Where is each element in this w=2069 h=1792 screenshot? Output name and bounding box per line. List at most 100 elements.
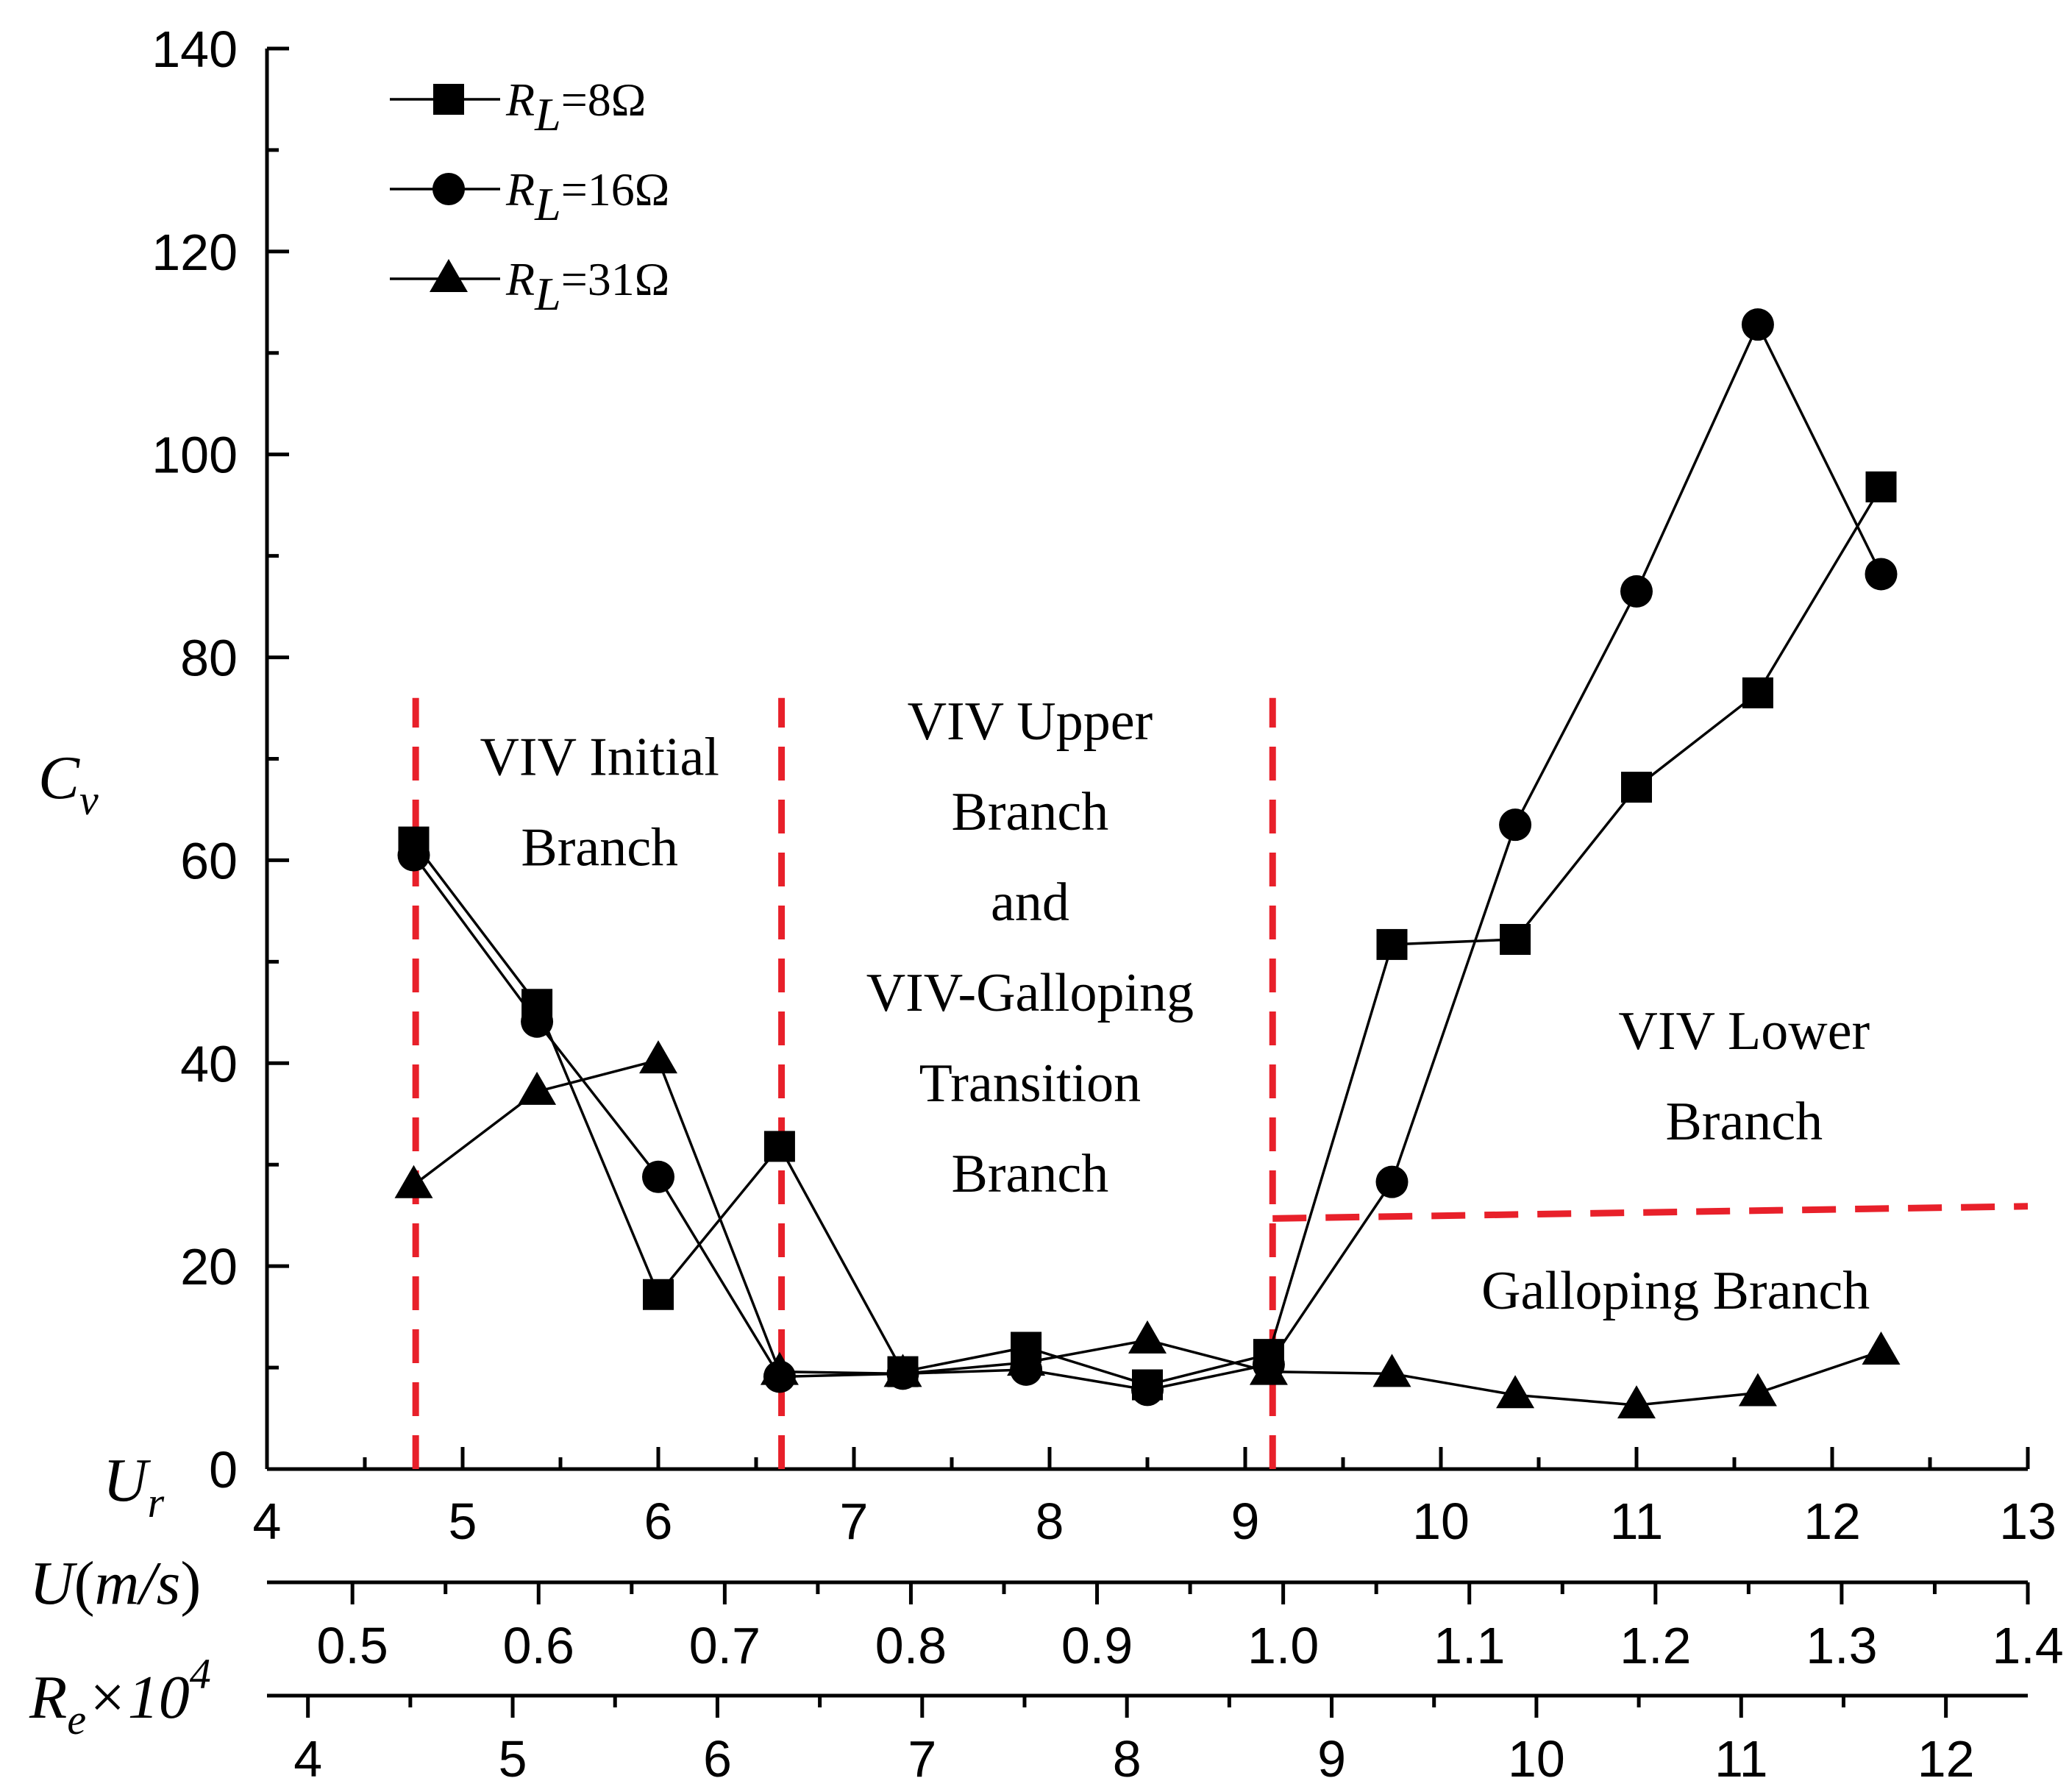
data-point-triangle (1249, 1351, 1288, 1385)
x-ur-tick-label: 8 (1036, 1493, 1064, 1550)
data-point-triangle (1007, 1343, 1046, 1376)
x-reynolds-tick-label: 5 (499, 1730, 527, 1788)
data-point-triangle (518, 1071, 557, 1105)
annotation-line: and (991, 872, 1069, 933)
data-point-triangle (1862, 1331, 1901, 1365)
data-point-square (1621, 772, 1652, 803)
x-axis-ur-label: Ur (103, 1446, 165, 1526)
legend-label: RL=8Ω (505, 74, 646, 141)
x-reynolds-tick-label: 9 (1317, 1730, 1346, 1788)
data-point-circle (1499, 808, 1532, 842)
legend-item: RL=8Ω (390, 74, 646, 141)
data-point-circle (397, 839, 430, 872)
data-point-circle (521, 1005, 554, 1038)
x-reynolds-tick-label: 8 (1113, 1730, 1142, 1788)
x-ur-tick-label: 12 (1803, 1493, 1861, 1550)
data-point-triangle (1128, 1320, 1167, 1354)
data-point-circle (1865, 558, 1898, 591)
legend-label: RL=16Ω (505, 163, 669, 230)
data-point-circle (1375, 1165, 1409, 1198)
annotation-layer: VIV Initial Branch VIV Upper Branch and VIV-G… (480, 691, 1870, 1321)
branch-divider-sloped (1272, 1203, 2029, 1222)
x-velocity-tick-label: 1.3 (1806, 1617, 1877, 1674)
x-velocity-tick-label: 1.0 (1247, 1617, 1319, 1674)
data-point-square (1865, 471, 1897, 502)
x-reynolds-tick-label: 4 (293, 1730, 322, 1788)
data-point-square (1742, 677, 1773, 708)
legend-marker-triangle (430, 259, 468, 292)
data-point-square (1500, 924, 1531, 956)
x-reynolds-tick-label: 7 (908, 1730, 936, 1788)
x-reynolds-tick-label: 10 (1508, 1730, 1565, 1788)
annotation-line: VIV Initial (480, 727, 719, 787)
branch-annotation: VIV Initial Branch (480, 727, 719, 878)
axes-layer: 0 20 40 60 80 100 120 140 Cv 4 5 6 7 8 9 10 11 12 13 Ur 0.5 0… (29, 21, 2064, 1788)
annotation-line: Branch (521, 817, 678, 878)
x-reynolds-tick-label: 12 (1917, 1730, 1975, 1788)
series-triangle (394, 1040, 1901, 1419)
branch-annotation: VIV Lower Branch (1618, 1001, 1870, 1152)
branch-divider-layer (412, 697, 2029, 1469)
x-velocity-tick-label: 0.6 (503, 1617, 574, 1674)
branch-annotation: Galloping Branch (1481, 1261, 1870, 1321)
x-ur-tick-label: 11 (1610, 1493, 1664, 1550)
annotation-line: VIV Lower (1618, 1001, 1870, 1062)
x-ur-tick-label: 7 (840, 1493, 869, 1550)
x-velocity-tick-label: 1.1 (1434, 1617, 1505, 1674)
branch-annotation: VIV Upper Branch and VIV-Galloping Transitio… (866, 691, 1194, 1204)
y-tick-label: 20 (180, 1238, 238, 1295)
legend: RL=8Ω RL=16Ω RL=31Ω (390, 74, 669, 320)
data-point-triangle (639, 1040, 677, 1074)
data-point-triangle (1738, 1373, 1777, 1407)
x-ur-tick-label: 4 (253, 1493, 282, 1550)
x-reynolds-tick-label: 11 (1714, 1730, 1768, 1788)
x-reynolds-tick-label: 6 (703, 1730, 732, 1788)
data-point-triangle (883, 1354, 922, 1387)
y-tick-label: 140 (152, 21, 238, 78)
x-velocity-tick-label: 0.5 (317, 1617, 388, 1674)
x-axis-velocity-label: U(m/s) (29, 1549, 201, 1618)
legend-marker-circle (432, 173, 465, 205)
legend-label: RL=31Ω (505, 253, 669, 320)
y-axis-label: Cv (38, 744, 99, 824)
data-point-circle (1131, 1373, 1164, 1407)
x-ur-tick-label: 6 (644, 1493, 673, 1550)
y-tick-label: 60 (180, 832, 238, 889)
annotation-line: Branch (952, 782, 1109, 842)
x-ur-tick-label: 5 (449, 1493, 477, 1550)
y-tick-label: 80 (180, 630, 238, 687)
x-velocity-tick-label: 0.8 (875, 1617, 947, 1674)
series-layer (394, 308, 1901, 1419)
x-velocity-tick-label: 1.4 (1992, 1617, 2063, 1674)
annotation-line: VIV Upper (908, 691, 1153, 752)
x-axis-reynolds-label: Re×104 (29, 1650, 211, 1743)
legend-marker-square (433, 84, 464, 115)
y-tick-label: 120 (152, 224, 238, 281)
annotation-line: Branch (1665, 1092, 1823, 1152)
data-point-square (1376, 928, 1408, 960)
x-ur-tick-label: 9 (1231, 1493, 1260, 1550)
legend-item: RL=16Ω (390, 163, 669, 230)
data-point-triangle (1372, 1354, 1411, 1387)
data-point-circle (642, 1160, 674, 1193)
annotation-line: Transition (919, 1053, 1142, 1114)
series-line-square (413, 486, 1883, 1387)
data-point-circle (1620, 575, 1653, 608)
annotation-line: VIV-Galloping (866, 963, 1194, 1023)
y-tick-label: 100 (152, 427, 238, 484)
data-point-triangle (760, 1351, 799, 1385)
data-point-triangle (394, 1165, 433, 1198)
annotation-line: Galloping Branch (1481, 1261, 1870, 1321)
y-tick-label: 0 (209, 1441, 238, 1498)
x-velocity-tick-label: 0.7 (689, 1617, 761, 1674)
data-point-triangle (1496, 1375, 1535, 1409)
annotation-line: Branch (952, 1144, 1109, 1204)
x-ur-tick-label: 13 (1999, 1493, 2056, 1550)
data-point-square (763, 1131, 795, 1162)
x-ur-tick-label: 10 (1412, 1493, 1470, 1550)
legend-item: RL=31Ω (390, 253, 669, 320)
data-point-triangle (1617, 1385, 1656, 1419)
data-point-square (643, 1279, 674, 1310)
y-tick-label: 40 (180, 1035, 238, 1092)
